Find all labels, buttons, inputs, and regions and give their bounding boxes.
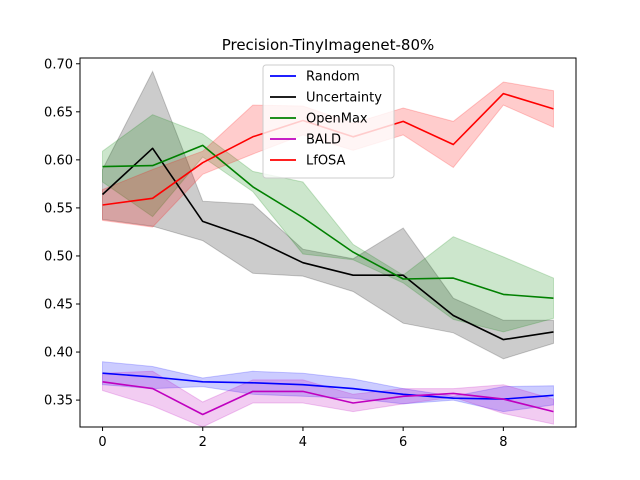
lfosa-legend-label: LfOSA xyxy=(306,154,346,169)
uncertainty-confidence-band xyxy=(102,70,554,360)
bald-confidence-band xyxy=(102,370,554,428)
bald-series-line xyxy=(102,381,554,416)
random-legend-label: Random xyxy=(306,70,360,85)
random-series-line xyxy=(102,372,554,400)
x-axis: 0 2 4 6 8 xyxy=(98,427,507,450)
legend-box xyxy=(262,64,395,179)
y-tick-label: 0.55 xyxy=(44,201,73,216)
legend: Random Uncertainty OpenMax BALD LfOSA xyxy=(262,64,395,179)
uncertainty-legend-label: Uncertainty xyxy=(306,91,382,106)
y-tick-label: 0.70 xyxy=(44,57,73,72)
chart-title: Precision-TinyImagenet-80% xyxy=(222,36,435,54)
openmax-series-line xyxy=(102,144,554,299)
y-tick-label: 0.60 xyxy=(44,153,73,168)
y-tick-label: 0.65 xyxy=(44,105,73,120)
x-tick-label: 8 xyxy=(499,435,507,450)
x-tick-label: 0 xyxy=(98,435,106,450)
uncertainty-series-line xyxy=(101,147,554,341)
y-tick-label: 0.40 xyxy=(44,346,73,361)
plot-area-frame xyxy=(79,57,577,428)
y-tick-label: 0.50 xyxy=(44,249,73,264)
bald-legend-label: BALD xyxy=(306,133,341,148)
y-axis: 0.35 0.40 0.45 0.50 0.55 0.60 0.65 0.70 xyxy=(44,57,80,409)
y-tick-label: 0.45 xyxy=(44,298,73,313)
openmax-legend-label: OpenMax xyxy=(306,112,368,127)
x-tick-label: 6 xyxy=(399,435,407,450)
x-tick-label: 2 xyxy=(199,435,207,450)
x-tick-label: 4 xyxy=(299,435,307,450)
y-tick-label: 0.35 xyxy=(44,394,73,409)
